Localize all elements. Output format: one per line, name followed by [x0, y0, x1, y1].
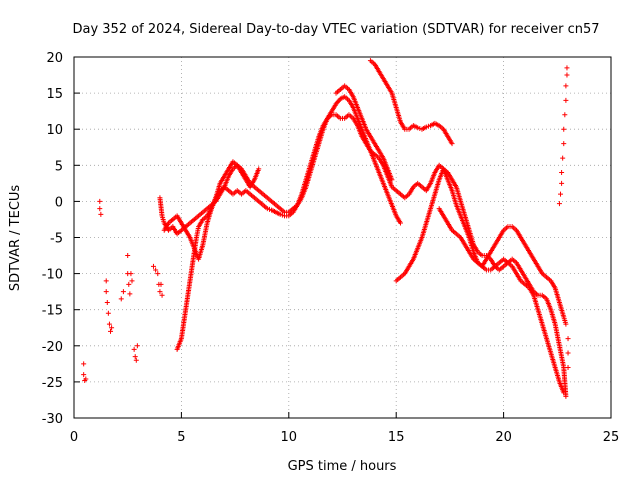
data-point [132, 354, 138, 360]
x-axis-label: GPS time / hours [288, 459, 397, 474]
series-track-C [174, 159, 262, 352]
x-tick-label: 10 [281, 430, 298, 445]
data-point [127, 291, 133, 297]
data-point [97, 206, 103, 212]
x-tick-label: 25 [603, 430, 620, 445]
data-point [108, 328, 114, 334]
y-tick-label: -5 [50, 232, 63, 247]
x-tick-labels: 0 5 10 15 20 25 [70, 430, 619, 445]
y-tick-label: -15 [42, 304, 63, 319]
series-track-D [333, 83, 395, 183]
data-point [155, 271, 161, 277]
data-point [98, 211, 104, 217]
data-point [129, 278, 135, 284]
data-point [558, 191, 564, 197]
data-point [563, 393, 569, 399]
series-late-column [556, 65, 571, 370]
data-point [81, 361, 87, 367]
y-tick-label: 0 [55, 195, 63, 210]
data-point [556, 201, 562, 207]
data-point [397, 220, 403, 226]
y-tick-label: 15 [46, 87, 63, 102]
data-point [559, 180, 565, 186]
data-point [109, 325, 115, 331]
data-point [449, 141, 455, 147]
data-point [389, 177, 395, 183]
data-point [256, 166, 262, 172]
data-point [103, 278, 109, 284]
data-point [120, 289, 126, 295]
y-tick-labels: 20 15 10 5 0 -5 -10 -15 -20 -25 -30 [42, 51, 63, 427]
data-point [157, 289, 163, 295]
y-tick-label: 20 [46, 51, 63, 66]
x-ticks [73, 412, 612, 418]
data-point [104, 299, 110, 305]
chart-title: Day 352 of 2024, Sidereal Day-to-day VTE… [72, 22, 599, 37]
y-tick-label: 5 [55, 159, 63, 174]
data-point [158, 281, 164, 287]
data-point [559, 170, 565, 176]
data-point [105, 310, 111, 316]
y-tick-label: -25 [42, 376, 63, 391]
data-point [118, 296, 124, 302]
data-point [159, 292, 165, 298]
y-tick-label: 10 [46, 123, 63, 138]
series-track-B [161, 112, 569, 327]
data-point [565, 364, 571, 370]
x-tick-label: 20 [495, 430, 512, 445]
data-point [133, 357, 139, 363]
data-point [81, 372, 87, 378]
data-point [564, 65, 570, 71]
data-point [563, 321, 569, 327]
data-point [563, 83, 569, 89]
y-axis-label: SDTVAR / TECUs [8, 185, 23, 292]
data-marks [81, 58, 571, 399]
x-tick-label: 15 [388, 430, 405, 445]
data-point [106, 321, 112, 327]
series-early-scatter [81, 198, 165, 383]
data-point [126, 281, 132, 287]
series-track-E [367, 58, 455, 147]
data-point [131, 346, 137, 352]
grid-lines [74, 57, 611, 418]
data-point [565, 350, 571, 356]
y-tick-label: -20 [42, 340, 63, 355]
data-point [561, 141, 567, 147]
y-tick-label: -10 [42, 268, 63, 283]
data-point [562, 112, 568, 118]
data-point [565, 336, 571, 342]
data-point [97, 198, 103, 204]
x-tick-label: 5 [177, 430, 185, 445]
x-tick-label: 0 [70, 430, 78, 445]
data-point [83, 376, 89, 382]
data-point [564, 72, 570, 78]
data-point [153, 267, 159, 273]
series-track-F [393, 166, 569, 399]
y-ticks [74, 56, 80, 419]
series-track-G [436, 206, 567, 396]
data-point [103, 289, 109, 295]
data-point [134, 343, 140, 349]
data-point [128, 271, 134, 277]
data-point [560, 155, 566, 161]
data-point [561, 390, 567, 396]
data-point [125, 253, 131, 259]
data-point [563, 97, 569, 103]
data-point [150, 263, 156, 269]
y-tick-label: -30 [42, 412, 63, 427]
plot-frame [73, 56, 612, 419]
data-point [561, 126, 567, 132]
